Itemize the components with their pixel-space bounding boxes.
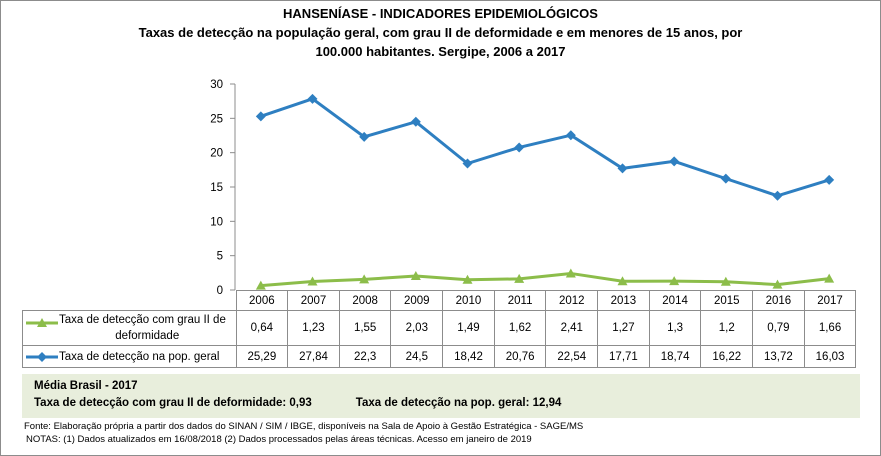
brazil-average-panel: Média Brasil - 2017 Taxa de detecção com… (22, 374, 860, 418)
diamond-marker (617, 163, 628, 174)
value-cell: 1,3 (648, 310, 702, 346)
value-cell: 25,29 (235, 345, 289, 368)
y-tick-label: 5 (217, 251, 223, 263)
value-cell: 1,49 (442, 310, 495, 346)
panel-item-pop-geral: Taxa de detecção na pop. geral: 12,94 (355, 397, 562, 409)
panel-items: Taxa de detecção com grau II de deformid… (34, 397, 561, 409)
triangle-marker (772, 279, 783, 289)
triangle-marker (565, 268, 576, 278)
diamond-marker (514, 142, 525, 153)
legend-cell: Taxa de detecção com grau II de deformida… (22, 310, 237, 346)
value-cell: 22,54 (545, 345, 599, 368)
value-cell: 1,23 (287, 310, 340, 346)
panel-item-grau2: Taxa de detecção com grau II de deformid… (34, 397, 312, 409)
value-cell: 20,76 (493, 345, 547, 368)
year-header: 2017 (803, 290, 857, 311)
value-cell: 1,66 (803, 310, 857, 346)
value-cell: 0,64 (235, 310, 289, 346)
diamond-marker (824, 174, 835, 185)
year-header: 2013 (597, 290, 650, 311)
year-header: 2010 (442, 290, 495, 311)
value-cell: 2,03 (390, 310, 444, 346)
series-row: Taxa de detecção com grau II de deformida… (22, 310, 857, 346)
value-cell: 17,71 (597, 345, 650, 368)
legend-triangle-icon (26, 318, 58, 327)
diamond-marker (255, 111, 266, 122)
triangle-marker (255, 280, 266, 290)
chart-subtitle-2: 100.000 habitantes. Sergipe, 2006 a 2017 (315, 44, 566, 59)
y-tick-label: 20 (210, 148, 223, 160)
triangle-marker (617, 276, 628, 286)
triangle-marker (824, 273, 835, 283)
diamond-marker (410, 116, 421, 127)
diamond-marker (462, 158, 473, 169)
diamond-marker (359, 131, 370, 142)
year-header: 2016 (752, 290, 805, 311)
year-header: 2006 (235, 290, 289, 311)
panel-heading: Média Brasil - 2017 (34, 380, 138, 392)
value-cell: 1,62 (493, 310, 547, 346)
value-cell: 1,55 (338, 310, 392, 346)
source-note: Fonte: Elaboração própria a partir dos d… (24, 421, 584, 432)
chart-subtitle-1: Taxas de detecção na população geral, co… (138, 25, 743, 40)
diamond-marker (307, 93, 318, 104)
series-line-1 (260, 97, 830, 198)
value-cell: 24,5 (390, 345, 444, 368)
year-header: 2012 (545, 290, 599, 311)
diamond-marker (720, 173, 731, 184)
chart-title: HANSENÍASE - INDICADORES EPIDEMIOLÓGICOS (283, 6, 598, 21)
triangle-marker (410, 271, 421, 281)
legend-label: Taxa de detecção na pop. geral (59, 350, 220, 363)
y-tick-label: 10 (210, 216, 223, 228)
value-cell: 0,79 (752, 310, 805, 346)
year-header: 2014 (648, 290, 702, 311)
triangle-marker (669, 276, 680, 286)
legend-cell: Taxa de detecção na pop. geral (22, 345, 237, 368)
year-header: 2009 (390, 290, 444, 311)
y-tick-label: 25 (210, 113, 223, 125)
y-tick-label: 15 (210, 182, 223, 194)
diamond-marker (772, 190, 783, 201)
year-header: 2008 (338, 290, 392, 311)
value-cell: 2,41 (545, 310, 599, 346)
triangle-marker (359, 274, 370, 284)
value-cell: 18,74 (648, 345, 702, 368)
series-line-0 (260, 271, 830, 288)
series-row: Taxa de detecção na pop. geral 25,29 27,84… (22, 345, 857, 368)
year-header: 2007 (287, 290, 340, 311)
value-cell: 1,2 (700, 310, 754, 346)
legend-label: Taxa de detecção com grau II de deformida… (59, 314, 226, 342)
y-tick-label: 0 (217, 285, 223, 297)
legend-diamond-icon (26, 352, 58, 362)
value-cell: 27,84 (287, 345, 340, 368)
value-cell: 1,27 (597, 310, 650, 346)
value-cell: 13,72 (752, 345, 805, 368)
diamond-marker (669, 156, 680, 167)
year-header: 2011 (493, 290, 547, 311)
y-tick-label: 30 (210, 79, 223, 91)
triangle-marker (307, 276, 318, 286)
value-cell: 16,22 (700, 345, 754, 368)
diamond-marker (565, 130, 576, 141)
empty-cell (23, 291, 237, 311)
year-row: 2006 2007 2008 2009 2010 2011 2012 2013 2014 2015… (23, 290, 857, 311)
year-header: 2015 (700, 290, 754, 311)
value-cell: 22,3 (338, 345, 392, 368)
data-table: 2006 2007 2008 2009 2010 2011 2012 2013 2014 2015… (22, 290, 857, 368)
triangle-marker (720, 276, 731, 286)
triangle-marker (462, 274, 473, 284)
value-cell: 18,42 (442, 345, 495, 368)
triangle-marker (514, 273, 525, 283)
value-cell: 16,03 (803, 345, 857, 368)
notes: NOTAS: (1) Dados atualizados em 16/08/20… (26, 434, 532, 445)
